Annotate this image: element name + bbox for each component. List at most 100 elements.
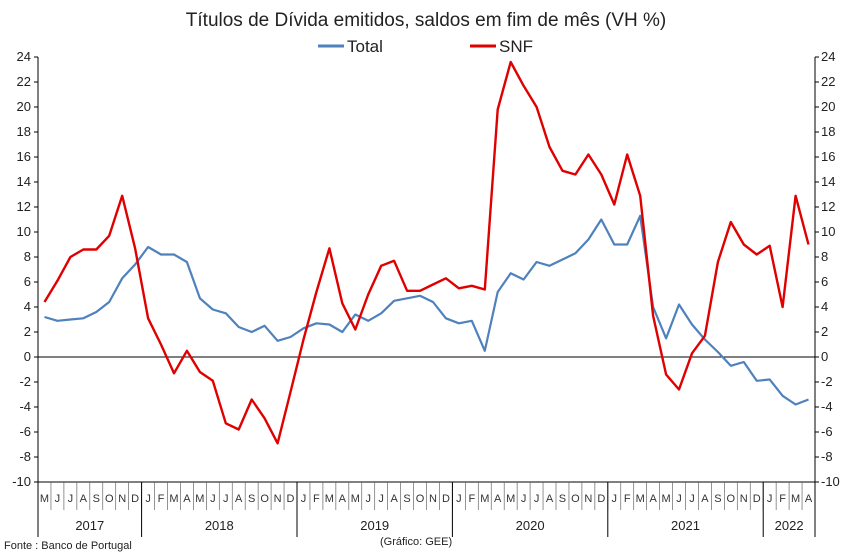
month-label: A bbox=[390, 493, 398, 505]
y-tick-label-left: -8 bbox=[19, 449, 31, 464]
month-label: A bbox=[183, 493, 191, 505]
year-label: 2018 bbox=[205, 518, 234, 533]
month-label: A bbox=[494, 493, 502, 505]
month-label: D bbox=[753, 493, 761, 505]
y-tick-label-right: 2 bbox=[821, 324, 828, 339]
month-label: M bbox=[636, 493, 645, 505]
y-tick-label-left: 4 bbox=[24, 299, 31, 314]
year-label: 2019 bbox=[360, 518, 389, 533]
y-tick-label-left: -6 bbox=[19, 424, 31, 439]
month-label: S bbox=[93, 493, 100, 505]
month-label: N bbox=[118, 493, 126, 505]
y-tick-label-right: 16 bbox=[821, 149, 835, 164]
month-label: M bbox=[325, 493, 334, 505]
month-label: S bbox=[248, 493, 255, 505]
month-label: S bbox=[403, 493, 410, 505]
y-tick-label-right: 22 bbox=[821, 74, 835, 89]
month-label: A bbox=[701, 493, 709, 505]
y-tick-label-left: 10 bbox=[17, 224, 31, 239]
month-label: J bbox=[521, 493, 527, 505]
month-label: O bbox=[571, 493, 580, 505]
month-label: J bbox=[767, 493, 773, 505]
month-label: J bbox=[145, 493, 151, 505]
month-label: M bbox=[506, 493, 515, 505]
y-tick-label-left: 6 bbox=[24, 274, 31, 289]
month-label: N bbox=[584, 493, 592, 505]
y-tick-label-left: -4 bbox=[19, 399, 31, 414]
series-lines bbox=[43, 60, 810, 445]
month-label: F bbox=[313, 493, 320, 505]
y-tick-label-right: 0 bbox=[821, 349, 828, 364]
month-label: A bbox=[80, 493, 88, 505]
month-label: J bbox=[534, 493, 540, 505]
year-label: 2017 bbox=[75, 518, 104, 533]
month-label: D bbox=[287, 493, 295, 505]
y-tick-label-left: 24 bbox=[17, 49, 31, 64]
year-label: 2021 bbox=[671, 518, 700, 533]
y-tick-label-right: -6 bbox=[821, 424, 833, 439]
month-label: J bbox=[378, 493, 384, 505]
series-line-total bbox=[44, 214, 809, 406]
month-label: M bbox=[40, 493, 49, 505]
y-tick-label-right: -2 bbox=[821, 374, 833, 389]
legend: Total SNF bbox=[318, 37, 533, 56]
month-label: A bbox=[805, 493, 813, 505]
y-tick-label-right: 8 bbox=[821, 249, 828, 264]
y-tick-label-left: -2 bbox=[19, 374, 31, 389]
month-label: J bbox=[68, 493, 74, 505]
month-label: J bbox=[456, 493, 462, 505]
y-tick-label-right: 12 bbox=[821, 199, 835, 214]
month-label: M bbox=[169, 493, 178, 505]
legend-label-snf: SNF bbox=[499, 37, 533, 56]
y-tick-label-right: -10 bbox=[821, 474, 840, 489]
y-tick-label-right: 18 bbox=[821, 124, 835, 139]
month-label: F bbox=[779, 493, 786, 505]
y-tick-label-left: 12 bbox=[17, 199, 31, 214]
y-tick-label-left: 16 bbox=[17, 149, 31, 164]
month-label: F bbox=[158, 493, 165, 505]
y-tick-label-right: 4 bbox=[821, 299, 828, 314]
month-label: A bbox=[339, 493, 347, 505]
month-label: N bbox=[429, 493, 437, 505]
y-tick-label-right: 24 bbox=[821, 49, 835, 64]
month-label: O bbox=[260, 493, 269, 505]
y-tick-label-right: 20 bbox=[821, 99, 835, 114]
y-tick-label-right: -8 bbox=[821, 449, 833, 464]
month-label: A bbox=[649, 493, 657, 505]
y-tick-label-left: 14 bbox=[17, 174, 31, 189]
month-label: J bbox=[55, 493, 61, 505]
month-label: J bbox=[365, 493, 371, 505]
month-label: M bbox=[195, 493, 204, 505]
y-tick-label-left: 20 bbox=[17, 99, 31, 114]
month-label: F bbox=[468, 493, 475, 505]
year-label: 2020 bbox=[516, 518, 545, 533]
month-label: J bbox=[689, 493, 695, 505]
y-tick-label-right: 14 bbox=[821, 174, 835, 189]
month-label: M bbox=[351, 493, 360, 505]
month-label: D bbox=[442, 493, 450, 505]
month-label: O bbox=[727, 493, 736, 505]
month-label: J bbox=[612, 493, 618, 505]
y-tick-label-left: 2 bbox=[24, 324, 31, 339]
month-label: M bbox=[791, 493, 800, 505]
month-label: D bbox=[597, 493, 605, 505]
y-tick-label-left: -10 bbox=[12, 474, 31, 489]
legend-label-total: Total bbox=[347, 37, 383, 56]
month-label: A bbox=[235, 493, 243, 505]
y-tick-label-left: 8 bbox=[24, 249, 31, 264]
month-label: M bbox=[661, 493, 670, 505]
series-line-snf bbox=[43, 60, 810, 445]
month-label: S bbox=[559, 493, 566, 505]
credit-note: (Gráfico: GEE) bbox=[380, 536, 452, 548]
month-label: J bbox=[223, 493, 229, 505]
y-tick-label-left: 0 bbox=[24, 349, 31, 364]
month-label: O bbox=[416, 493, 425, 505]
y-tick-label-right: 6 bbox=[821, 274, 828, 289]
y-tick-label-left: 22 bbox=[17, 74, 31, 89]
y-tick-label-right: 10 bbox=[821, 224, 835, 239]
month-label: J bbox=[210, 493, 216, 505]
month-label: J bbox=[676, 493, 682, 505]
y-tick-label-left: 18 bbox=[17, 124, 31, 139]
